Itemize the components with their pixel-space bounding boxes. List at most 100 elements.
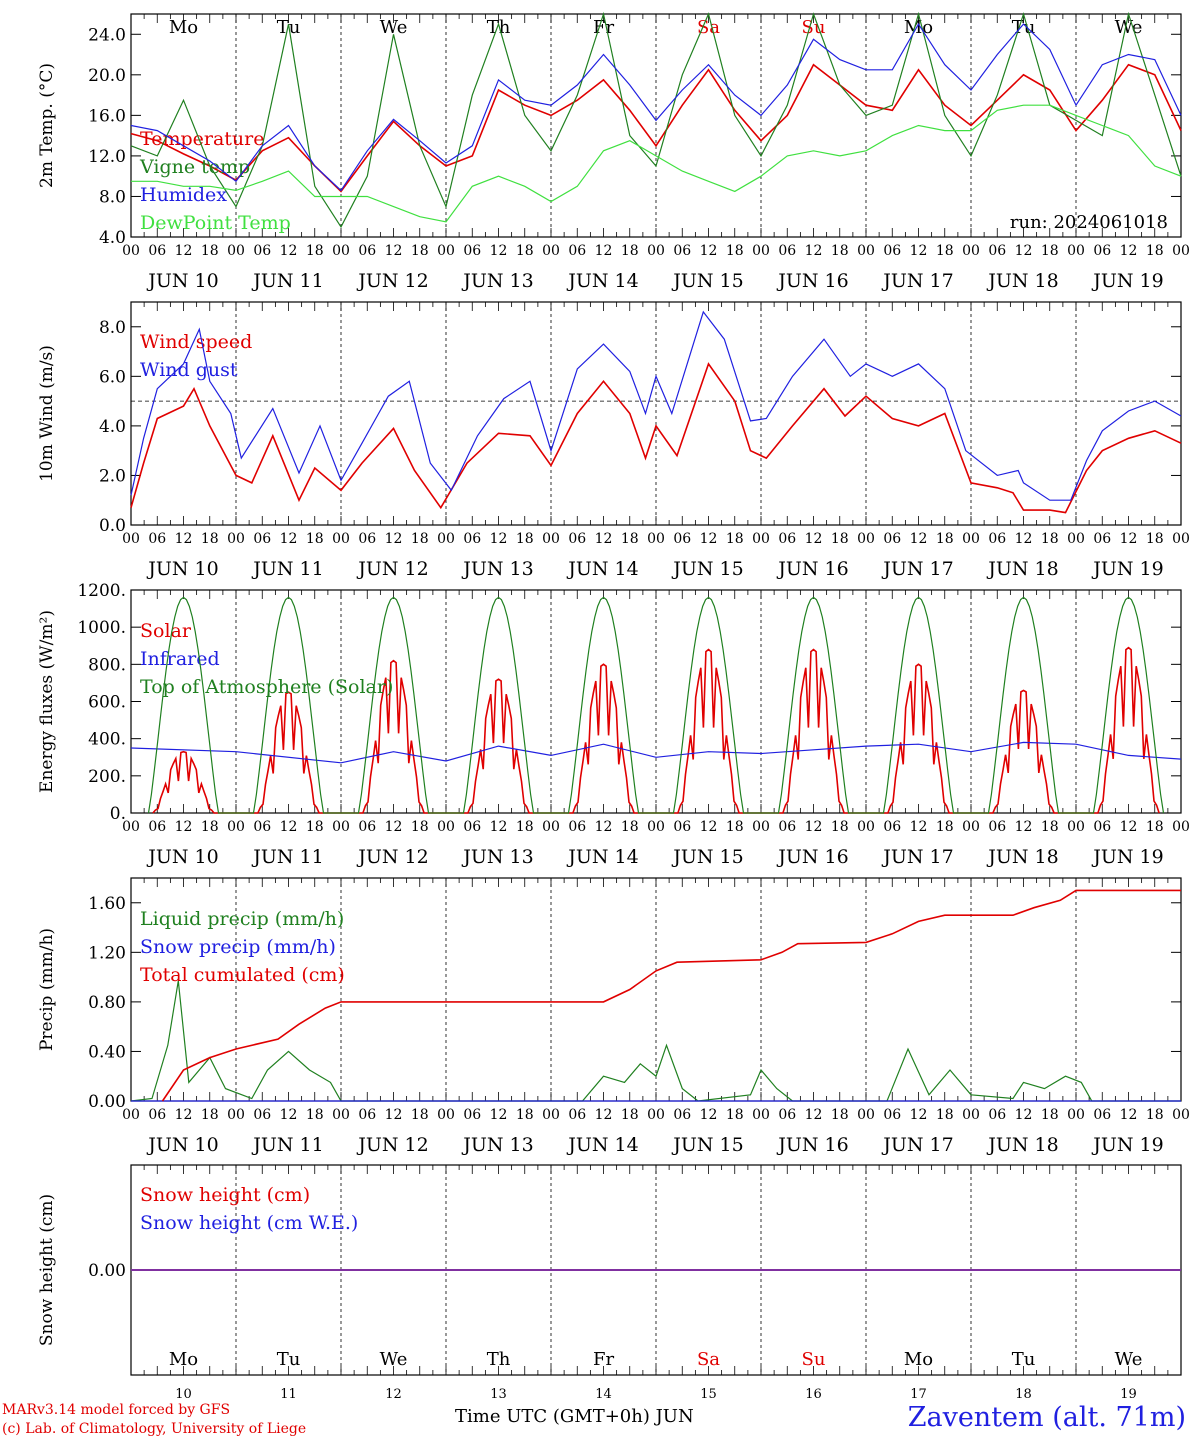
- x-tick-label: 00: [647, 531, 665, 547]
- x-tick-label: 00: [647, 819, 665, 835]
- x-tick-label: 12: [490, 243, 508, 259]
- weekday-label: Mo: [169, 17, 198, 38]
- series-line-wind-1: [130, 310, 1182, 501]
- x-tick-label: 00: [542, 531, 560, 547]
- x-tick-label: 06: [988, 819, 1006, 835]
- weekday-label: We: [380, 17, 408, 38]
- date-label: JUN 17: [881, 846, 953, 868]
- x-tick-label: 06: [988, 531, 1006, 547]
- weekday-label: Tu: [1012, 17, 1036, 38]
- date-label: JUN 18: [986, 270, 1058, 292]
- x-tick-label: 18: [516, 531, 534, 547]
- day-number: 18: [1015, 1387, 1032, 1402]
- y-tick-label: 600.: [88, 693, 126, 713]
- date-label: JUN 12: [356, 558, 428, 580]
- x-tick-label: 00: [122, 819, 140, 835]
- x-tick-label: 00: [857, 819, 875, 835]
- x-tick-label: 12: [175, 531, 193, 547]
- x-tick-label: 12: [805, 243, 823, 259]
- x-tick-label: 06: [253, 531, 271, 547]
- weekday-label: Fr: [593, 1349, 614, 1370]
- date-label: JUN 12: [356, 270, 428, 292]
- x-tick-label: 12: [595, 819, 613, 835]
- x-tick-label: 18: [516, 819, 534, 835]
- series-line-temperature-3: [131, 104, 1182, 223]
- weekday-label: Su: [802, 17, 826, 38]
- date-label: JUN 19: [1091, 558, 1163, 580]
- x-tick-label: 00: [1172, 1107, 1190, 1123]
- series-line-temperature-1: [130, 11, 1182, 229]
- x-tick-label: 00: [752, 243, 770, 259]
- x-tick-label: 12: [175, 819, 193, 835]
- x-tick-label: 18: [936, 243, 954, 259]
- x-tick-label: 18: [411, 531, 429, 547]
- x-tick-label: 12: [700, 531, 718, 547]
- x-tick-label: 18: [1146, 819, 1164, 835]
- x-tick-label: 06: [883, 243, 901, 259]
- x-tick-label: 06: [883, 819, 901, 835]
- x-tick-label: 12: [385, 1107, 403, 1123]
- x-tick-label: 18: [201, 819, 219, 835]
- x-tick-label: 18: [831, 1107, 849, 1123]
- y-tick-label: 400.: [88, 730, 126, 750]
- series-line-precip-0: [130, 980, 1181, 1102]
- y-axis-label: Precip (mm/h): [37, 928, 57, 1051]
- x-tick-label: 12: [1120, 531, 1138, 547]
- y-axis-label: 2m Temp. (°C): [37, 63, 57, 188]
- x-tick-label: 18: [936, 1107, 954, 1123]
- date-label: JUN 14: [566, 558, 638, 580]
- x-tick-label: 12: [490, 1107, 508, 1123]
- x-tick-label: 06: [253, 243, 271, 259]
- x-tick-label: 06: [148, 531, 166, 547]
- y-tick-label: 2.0: [99, 466, 126, 486]
- x-tick-label: 00: [542, 1107, 560, 1123]
- weekday-label: Tu: [277, 1349, 301, 1370]
- x-tick-label: 12: [280, 1107, 298, 1123]
- x-tick-label: 06: [778, 1107, 796, 1123]
- x-tick-label: 00: [1172, 243, 1190, 259]
- x-tick-label: 12: [1120, 819, 1138, 835]
- legend-label: Snow height (cm W.E.): [140, 1212, 358, 1234]
- date-label: JUN 16: [776, 1134, 848, 1156]
- legend-label: Temperature: [140, 128, 264, 150]
- x-tick-label: 18: [726, 243, 744, 259]
- legend-label: Wind speed: [140, 331, 252, 353]
- y-tick-label: 24.0: [88, 25, 126, 45]
- y-tick-label: 0.00: [88, 1261, 126, 1281]
- x-tick-label: 06: [358, 243, 376, 259]
- date-label: JUN 12: [356, 846, 428, 868]
- x-tick-label: 06: [358, 531, 376, 547]
- date-label: JUN 10: [146, 846, 218, 868]
- x-tick-label: 00: [962, 243, 980, 259]
- x-tick-label: 18: [726, 819, 744, 835]
- y-tick-label: 8.0: [99, 318, 126, 338]
- y-tick-label: 200.: [88, 767, 126, 787]
- x-tick-label: 06: [463, 819, 481, 835]
- x-tick-label: 06: [1093, 819, 1111, 835]
- date-label: JUN 11: [251, 270, 323, 292]
- x-tick-label: 00: [647, 1107, 665, 1123]
- series-line-temperature-0: [130, 63, 1182, 193]
- x-tick-label: 18: [726, 1107, 744, 1123]
- day-number: 11: [280, 1387, 297, 1402]
- x-tick-label: 18: [1146, 243, 1164, 259]
- y-tick-label: 0.0: [99, 516, 126, 536]
- y-tick-label: 1000.: [77, 618, 126, 638]
- x-tick-label: 18: [306, 531, 324, 547]
- x-tick-label: 18: [201, 531, 219, 547]
- x-tick-label: 00: [437, 1107, 455, 1123]
- y-tick-label: 16.0: [88, 106, 126, 126]
- date-label: JUN 17: [881, 1134, 953, 1156]
- x-tick-label: 12: [595, 531, 613, 547]
- x-tick-label: 06: [568, 531, 586, 547]
- date-label: JUN 15: [671, 846, 743, 868]
- date-label: JUN 13: [461, 558, 533, 580]
- weekday-label: Tu: [1012, 1349, 1036, 1370]
- x-tick-label: 06: [253, 819, 271, 835]
- day-number: 14: [595, 1387, 612, 1402]
- x-tick-label: 06: [673, 819, 691, 835]
- x-tick-label: 00: [437, 243, 455, 259]
- x-tick-label: 18: [621, 243, 639, 259]
- x-tick-label: 18: [306, 819, 324, 835]
